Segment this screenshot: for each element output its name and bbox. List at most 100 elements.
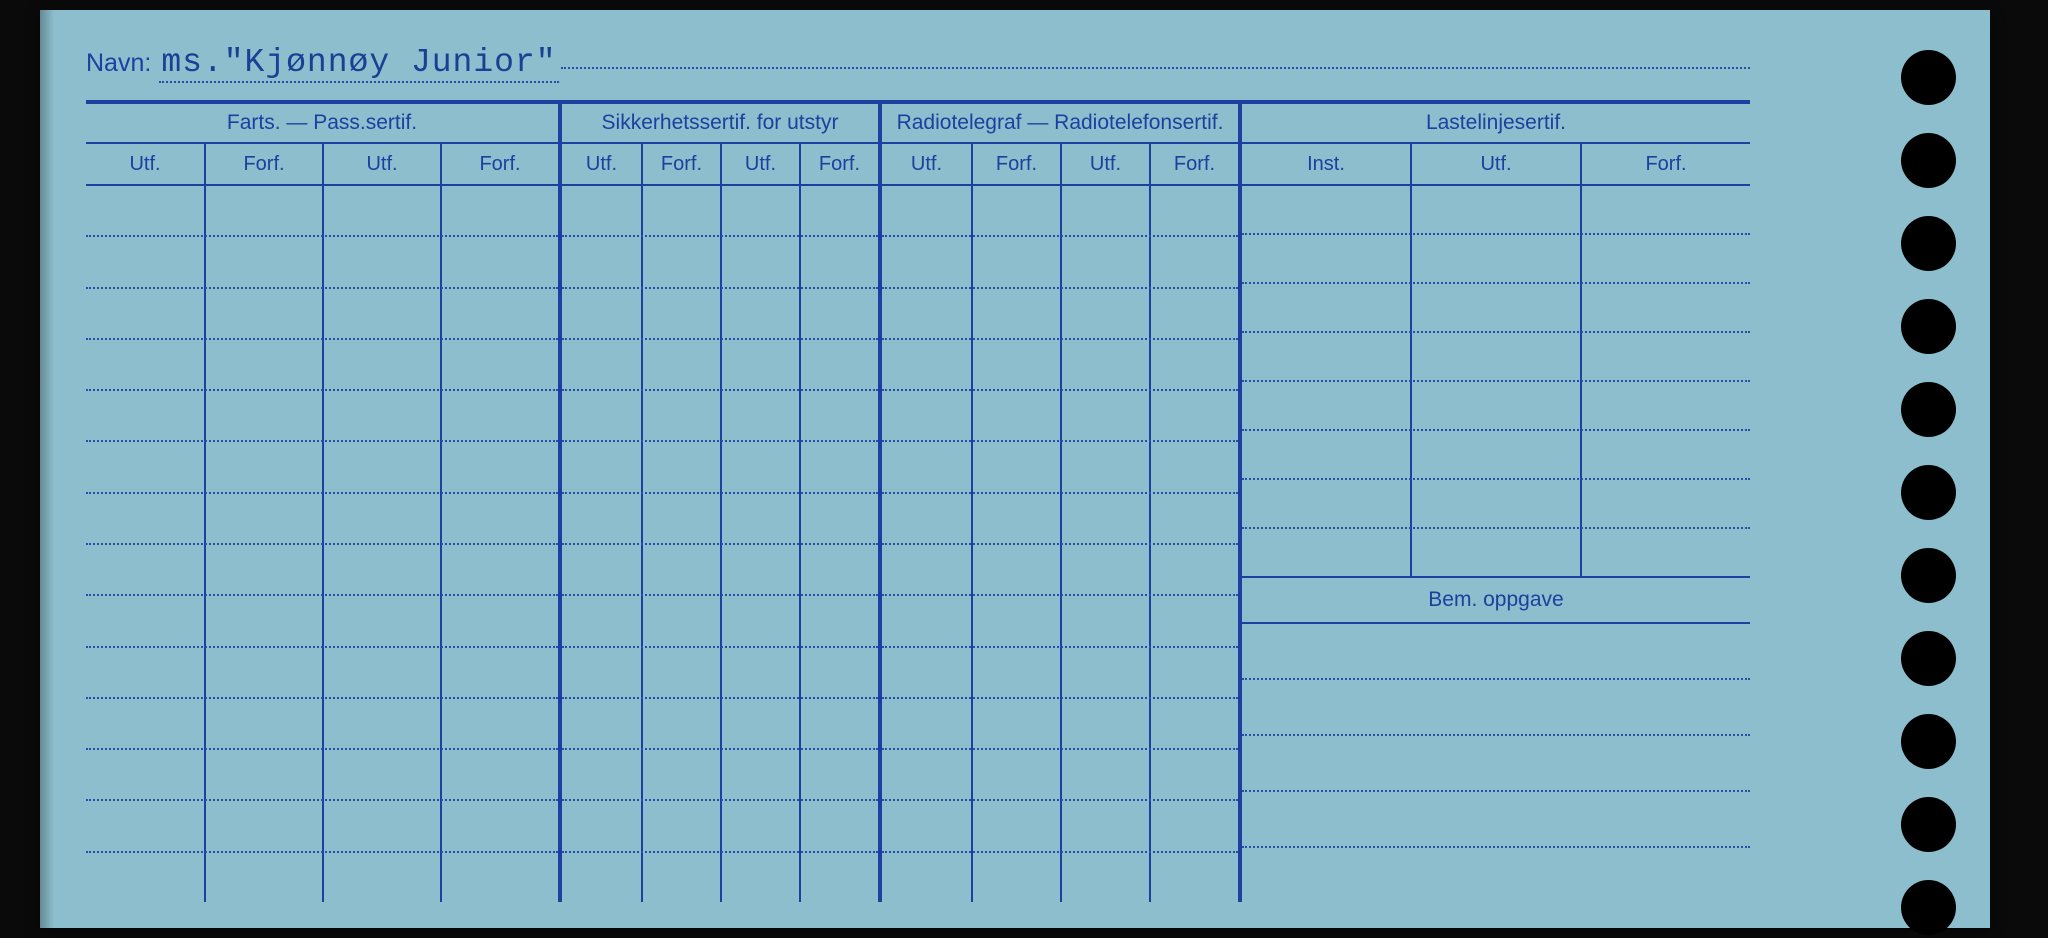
table-row <box>86 750 558 801</box>
table-row <box>1242 186 1750 235</box>
column-header: Forf. <box>799 144 878 184</box>
section-title: Farts. — Pass.sertif. <box>86 104 558 144</box>
table-row <box>86 801 558 852</box>
dotted-rows <box>1242 186 1750 576</box>
table-row <box>86 237 558 288</box>
table-row <box>882 442 1238 493</box>
column-header: Inst. <box>1242 144 1410 184</box>
section-title: Lastelinjesertif. <box>1242 104 1750 144</box>
punch-hole <box>1901 216 1956 271</box>
table-row <box>562 340 878 391</box>
table-row <box>1242 382 1750 431</box>
table-row <box>882 237 1238 288</box>
table-row <box>86 596 558 647</box>
column-header: Forf. <box>204 144 322 184</box>
table-row <box>1242 848 1750 902</box>
table-row <box>1242 235 1750 284</box>
table-row <box>882 750 1238 801</box>
column-header: Utf. <box>882 144 971 184</box>
punch-holes <box>1901 50 1956 935</box>
table-row <box>882 853 1238 902</box>
section: Sikkerhetssertif. for utstyrUtf.Forf.Utf… <box>558 104 878 902</box>
section-body: Bem. oppgave <box>1242 186 1750 902</box>
lower-dotted-rows <box>1242 624 1750 902</box>
punch-hole <box>1901 880 1956 935</box>
navn-value: ms."Kjønnøy Junior" <box>159 44 558 83</box>
punch-hole <box>1901 548 1956 603</box>
section: Radiotelegraf — Radiotelefonsertif.Utf. F… <box>878 104 1238 902</box>
table-row <box>86 545 558 596</box>
table-row <box>1242 624 1750 680</box>
punch-hole <box>1901 797 1956 852</box>
table-row <box>882 289 1238 340</box>
table-row <box>1242 431 1750 480</box>
dotted-rows <box>882 186 1238 902</box>
punch-hole <box>1901 299 1956 354</box>
column-header-row: Utf.Forf.Utf.Forf. <box>882 144 1238 186</box>
column-header: Utf. <box>86 144 204 184</box>
table-row <box>86 340 558 391</box>
table-row <box>562 699 878 750</box>
column-header: Forf. <box>1149 144 1238 184</box>
table-row <box>1242 480 1750 529</box>
column-header: Utf. <box>322 144 440 184</box>
table-row <box>562 494 878 545</box>
table-row <box>1242 333 1750 382</box>
table-row <box>86 699 558 750</box>
table-row <box>86 442 558 493</box>
table-row <box>882 340 1238 391</box>
left-shadow <box>40 10 54 928</box>
table-row <box>562 289 878 340</box>
table-row <box>562 853 878 902</box>
card-content: Navn: ms."Kjønnøy Junior" Farts. — Pass.… <box>86 44 1750 902</box>
section-title: Sikkerhetssertif. for utstyr <box>562 104 878 144</box>
column-header-row: Inst.Utf.Forf. <box>1242 144 1750 186</box>
index-card: Navn: ms."Kjønnøy Junior" Farts. — Pass.… <box>40 10 1990 928</box>
column-header: Forf. <box>1580 144 1750 184</box>
section-title: Radiotelegraf — Radiotelefonsertif. <box>882 104 1238 144</box>
punch-hole <box>1901 382 1956 437</box>
section-body <box>882 186 1238 902</box>
bem-oppgave-label: Bem. oppgave <box>1242 576 1750 624</box>
column-header: Utf. <box>562 144 641 184</box>
certificate-table: Farts. — Pass.sertif.Utf.Forf.Utf.Forf.S… <box>86 100 1750 902</box>
table-row <box>86 494 558 545</box>
column-header: Forf. <box>641 144 720 184</box>
table-row <box>882 186 1238 237</box>
navn-label: Navn: <box>86 49 159 78</box>
column-header: Forf. <box>440 144 558 184</box>
section-body <box>562 186 878 902</box>
table-row <box>86 648 558 699</box>
column-header: Utf. <box>1410 144 1580 184</box>
table-row <box>1242 284 1750 333</box>
section: Lastelinjesertif.Inst.Utf.Forf. Bem. oppg… <box>1238 104 1750 902</box>
table-row <box>882 596 1238 647</box>
table-row <box>882 699 1238 750</box>
column-header-row: Utf.Forf.Utf.Forf. <box>86 144 558 186</box>
punch-hole <box>1901 50 1956 105</box>
punch-hole <box>1901 714 1956 769</box>
table-row <box>562 750 878 801</box>
table-row <box>562 442 878 493</box>
table-row <box>882 648 1238 699</box>
dotted-fill <box>561 67 1750 69</box>
table-row <box>882 494 1238 545</box>
punch-hole <box>1901 465 1956 520</box>
punch-hole <box>1901 133 1956 188</box>
table-row <box>882 545 1238 596</box>
table-row <box>86 186 558 237</box>
table-row <box>882 801 1238 852</box>
section-body <box>86 186 558 902</box>
column-header: Utf. <box>720 144 799 184</box>
table-row <box>562 237 878 288</box>
table-row <box>1242 736 1750 792</box>
table-row <box>562 186 878 237</box>
section: Farts. — Pass.sertif.Utf.Forf.Utf.Forf. <box>86 104 558 902</box>
table-row <box>86 289 558 340</box>
table-row <box>562 545 878 596</box>
table-row <box>86 391 558 442</box>
table-row <box>562 648 878 699</box>
punch-hole <box>1901 631 1956 686</box>
table-row <box>882 391 1238 442</box>
table-row <box>562 596 878 647</box>
